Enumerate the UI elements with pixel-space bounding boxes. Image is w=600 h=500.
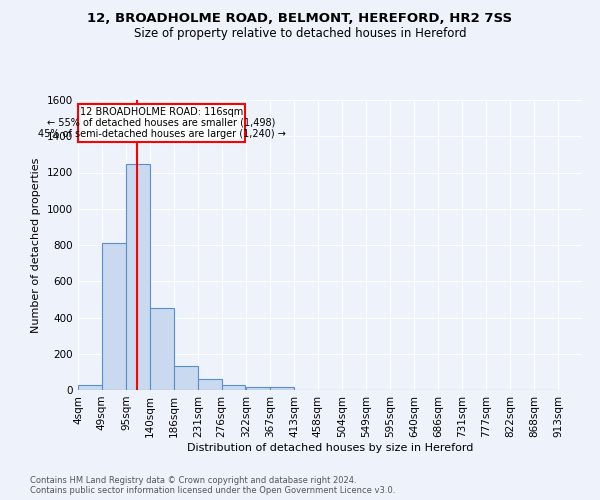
X-axis label: Distribution of detached houses by size in Hereford: Distribution of detached houses by size …: [187, 442, 473, 452]
Text: Size of property relative to detached houses in Hereford: Size of property relative to detached ho…: [134, 28, 466, 40]
Bar: [198, 379, 221, 390]
Text: ← 55% of detached houses are smaller (1,498): ← 55% of detached houses are smaller (1,…: [47, 118, 275, 128]
Text: Contains HM Land Registry data © Crown copyright and database right 2024.
Contai: Contains HM Land Registry data © Crown c…: [30, 476, 395, 495]
Bar: [150, 308, 173, 390]
Bar: [78, 386, 102, 390]
Text: 45% of semi-detached houses are larger (1,240) →: 45% of semi-detached houses are larger (…: [38, 129, 286, 139]
Bar: [102, 243, 125, 390]
Text: 12, BROADHOLME ROAD, BELMONT, HEREFORD, HR2 7SS: 12, BROADHOLME ROAD, BELMONT, HEREFORD, …: [88, 12, 512, 26]
FancyBboxPatch shape: [78, 104, 245, 142]
Bar: [246, 388, 270, 390]
Bar: [174, 366, 198, 390]
Bar: [221, 386, 245, 390]
Bar: [270, 388, 293, 390]
Y-axis label: Number of detached properties: Number of detached properties: [31, 158, 41, 332]
Bar: [126, 164, 150, 390]
Text: 12 BROADHOLME ROAD: 116sqm: 12 BROADHOLME ROAD: 116sqm: [80, 107, 243, 117]
